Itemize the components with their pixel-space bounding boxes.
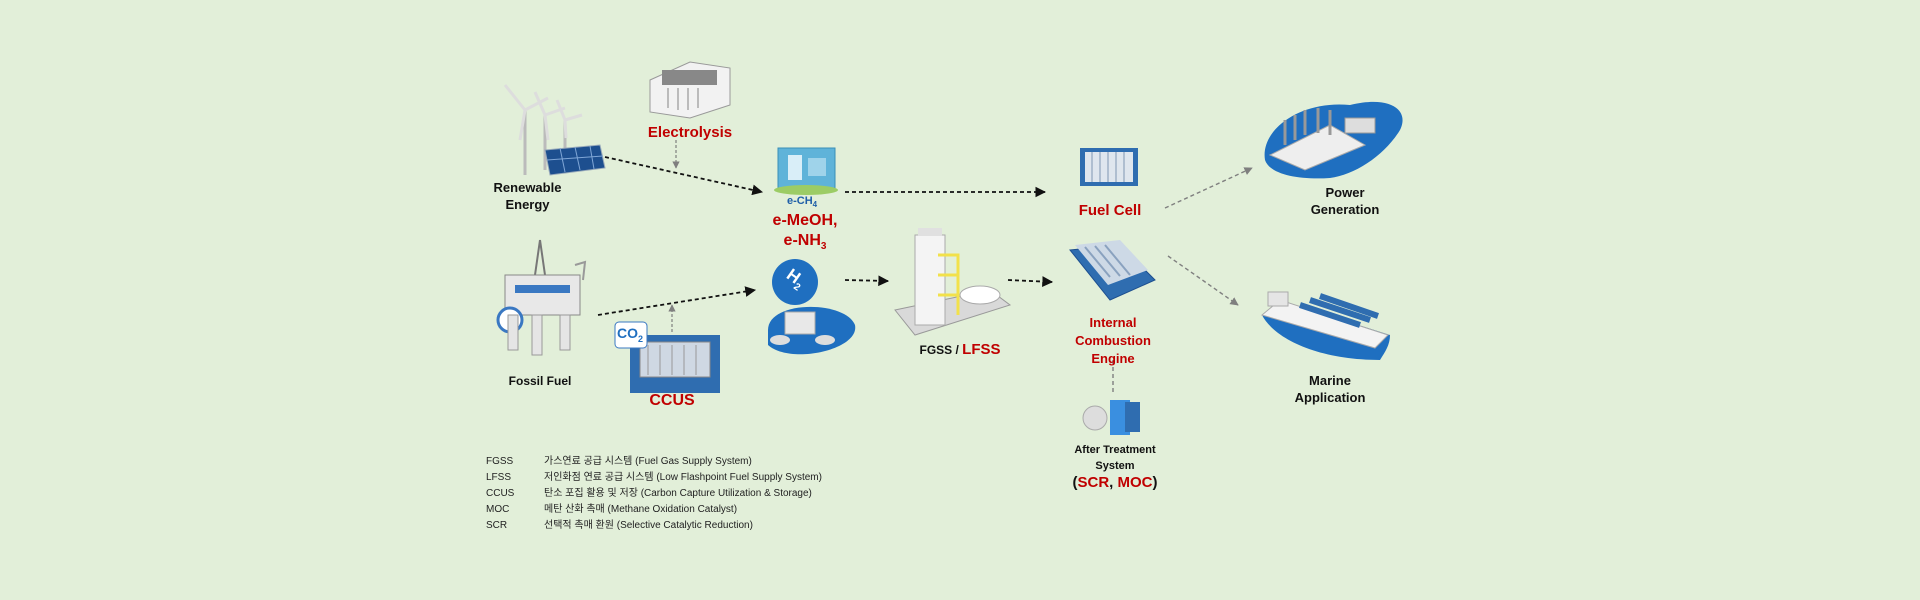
after-treatment-label: After Treatment System	[1055, 442, 1175, 474]
co2-subscript: 2	[638, 333, 644, 344]
renewable-line-1: Renewable	[493, 180, 562, 195]
e-meoh-text: e-MeOH,	[772, 212, 838, 229]
fgss-lfss-unit-icon	[894, 228, 1012, 336]
arrow-fossil-to-hydrogen	[597, 286, 757, 316]
e-ch4-subscript: 4	[812, 200, 818, 210]
lfss-text: LFSS	[962, 341, 1001, 358]
e-nh3-line: e-NH3	[760, 231, 850, 257]
engine-line-3: Engine	[1091, 351, 1135, 366]
fgss-text: FGSS	[919, 343, 953, 357]
ccus-plant-icon	[630, 335, 720, 393]
renewable-energy-label: Renewable Energy	[480, 179, 575, 213]
arrow-fgss-to-engine	[1007, 276, 1054, 287]
legend-row: MOC 메탄 산화 촉매 (Methane Oxidation Catalyst)	[486, 500, 737, 515]
ccus-label: CCUS	[649, 392, 695, 409]
legend-desc: 가스연료 공급 시스템 (Fuel Gas Supply System)	[544, 456, 752, 467]
scr-close-paren: )	[1152, 474, 1158, 491]
e-meoh-nh3-label: e-MeOH, e-NH3	[760, 211, 850, 257]
legend-row: CCUS 탄소 포집 활용 및 저장 (Carbon Capture Utiliz…	[486, 484, 812, 499]
legend-abbr: SCR	[486, 520, 508, 531]
legend-row: LFSS 저인화점 연료 공급 시스템 (Low Flashpoint Fuel …	[486, 468, 822, 483]
hydrogen-hub-icon	[768, 259, 856, 355]
legend-desc: 저인화점 연료 공급 시스템 (Low Flashpoint Fuel Supp…	[544, 472, 822, 483]
renewable-line-2: Energy	[505, 197, 550, 212]
marine-line-1: Marine	[1309, 373, 1351, 388]
e-ch4-label: e-CH4	[787, 195, 817, 209]
legend-abbr: LFSS	[486, 472, 512, 483]
power-generation-label: Power Generation	[1290, 184, 1400, 218]
legend-desc: 선택적 촉매 환원 (Selective Catalytic Reduction…	[544, 520, 753, 531]
electrolysis-label: Electrolysis	[647, 124, 733, 141]
marine-application-label: Marine Application	[1275, 372, 1385, 406]
fgss-lfss-label: FGSS / LFSS	[905, 341, 1015, 359]
power-plant-icon	[1264, 101, 1403, 179]
scr-text: SCR	[1077, 474, 1110, 491]
scr-separator: ,	[1109, 474, 1118, 491]
after-treatment-line-1: After Treatment	[1074, 444, 1156, 456]
fgss-separator: /	[952, 343, 963, 357]
after-treatment-icon	[1082, 400, 1140, 435]
ship-icon	[1260, 291, 1390, 360]
legend-desc: 탄소 포집 활용 및 저장 (Carbon Capture Utilizatio…	[544, 488, 812, 499]
legend-desc: 메탄 산화 촉매 (Methane Oxidation Catalyst)	[544, 504, 738, 515]
e-nh3-text: e-NH	[783, 232, 821, 249]
electrolysis-icon	[649, 61, 731, 119]
fuel-cell-icon	[1080, 148, 1138, 186]
engine-label: Internal Combustion Engine	[1058, 314, 1168, 368]
legend-row: FGSS 가스연료 공급 시스템 (Fuel Gas Supply System)	[486, 452, 752, 467]
arrow-fuelcell-to-power	[1164, 167, 1253, 209]
scr-moc-label: (SCR, MOC)	[1055, 474, 1175, 491]
arrow-hydrogen-to-fgss	[844, 275, 890, 287]
legend-abbr: CCUS	[486, 488, 515, 499]
co2-badge-text: CO2	[617, 325, 643, 344]
power-line-2: Generation	[1310, 202, 1380, 217]
after-treatment-line-2: System	[1095, 460, 1135, 472]
engine-icon	[1069, 240, 1156, 301]
e-fuel-plant-icon	[774, 147, 838, 195]
fuel-cell-label: Fuel Cell	[1078, 202, 1142, 219]
co2-badge	[614, 321, 648, 349]
offshore-platform-icon	[496, 239, 587, 356]
marine-line-2: Application	[1294, 390, 1366, 405]
e-nh3-subscript: 3	[820, 241, 827, 253]
legend-abbr: MOC	[486, 504, 510, 515]
power-line-1: Power	[1325, 185, 1365, 200]
engine-line-2: Combustion	[1075, 333, 1151, 348]
moc-text: MOC	[1117, 474, 1153, 491]
e-ch4-text: e-CH	[787, 195, 813, 207]
fossil-fuel-label: Fossil Fuel	[508, 374, 572, 388]
legend-row: SCR 선택적 촉매 환원 (Selective Catalytic Reduct…	[486, 516, 753, 531]
arrow-engine-to-marine	[1167, 255, 1239, 306]
co2-text: CO	[617, 325, 638, 341]
legend-abbr: FGSS	[486, 456, 514, 467]
engine-line-1: Internal	[1089, 315, 1137, 330]
renewable-energy-icon	[503, 84, 606, 176]
arrow-renewable-to-efuel	[604, 156, 764, 196]
scr-open-paren: (	[1072, 474, 1078, 491]
